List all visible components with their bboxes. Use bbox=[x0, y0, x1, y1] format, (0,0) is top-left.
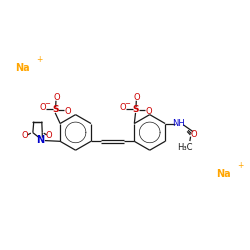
Text: O: O bbox=[145, 107, 152, 116]
Text: O: O bbox=[134, 92, 140, 102]
Text: S: S bbox=[52, 106, 59, 114]
Text: NH: NH bbox=[172, 119, 185, 128]
Text: O: O bbox=[191, 130, 198, 139]
Text: O: O bbox=[46, 131, 52, 140]
Text: O: O bbox=[120, 103, 126, 112]
Text: +: + bbox=[238, 161, 244, 170]
Text: O: O bbox=[39, 103, 46, 112]
Text: O: O bbox=[53, 92, 60, 102]
Text: S: S bbox=[132, 106, 139, 114]
Text: +: + bbox=[36, 55, 43, 64]
Text: O: O bbox=[22, 131, 28, 140]
Text: −: − bbox=[124, 102, 130, 107]
Text: N: N bbox=[36, 135, 44, 145]
Text: Na: Na bbox=[15, 63, 30, 73]
Text: Na: Na bbox=[216, 170, 231, 179]
Text: −: − bbox=[44, 102, 50, 107]
Text: O: O bbox=[65, 107, 71, 116]
Text: H₃C: H₃C bbox=[177, 142, 193, 152]
